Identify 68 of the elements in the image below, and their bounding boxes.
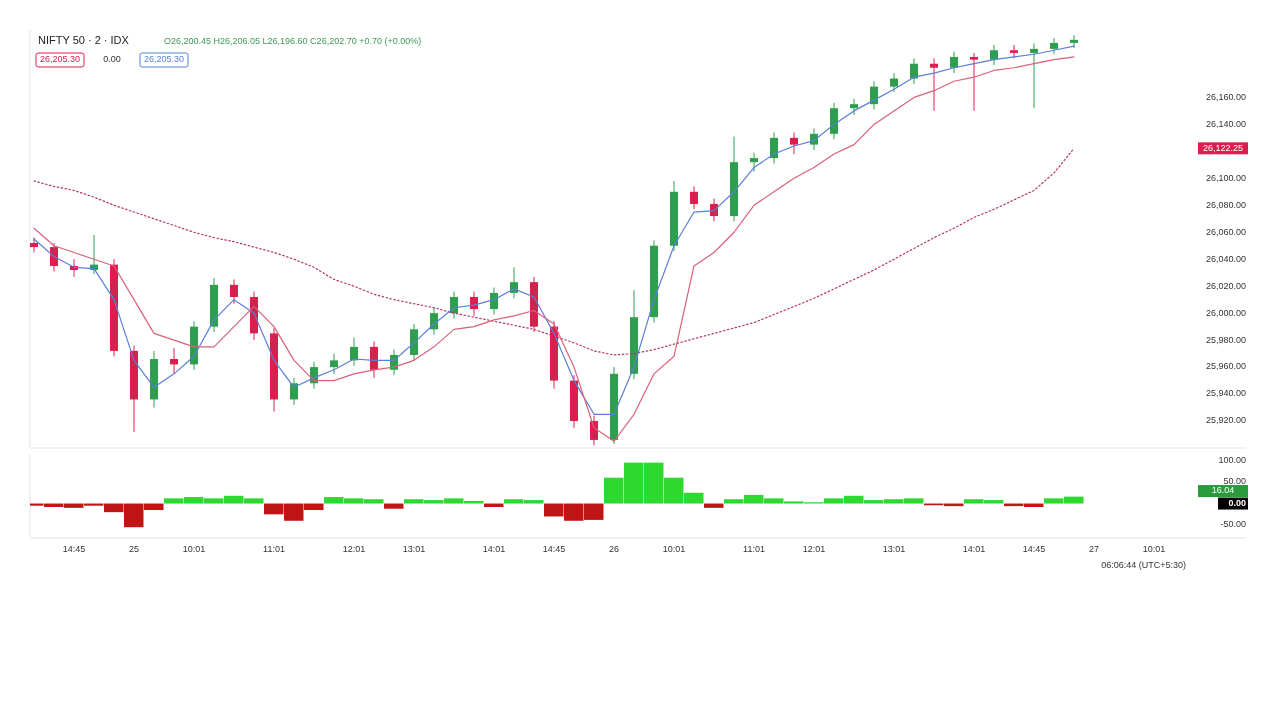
y-tick-label: 0.00 [1228,497,1246,508]
x-tick-label: 26 [608,544,620,554]
text: 06:06:44 (UTC+5:30) [1101,560,1186,570]
candlestick [170,347,178,375]
candlestick [1070,34,1078,49]
text: 26,122.25 [1202,142,1244,153]
x-tick-label: 14:45 [542,544,566,554]
candlestick [690,185,698,210]
x-tick-label: 14:45 [62,544,86,554]
x-tick-label: 25 [128,544,140,554]
x-tick-label: 11:01 [743,544,765,554]
y-tick-label: 26,020.00 [1205,280,1246,291]
candlestick [1010,44,1018,59]
x-tick-label: 13:01 [402,544,426,554]
candlestick [970,52,978,112]
y-tick-label: 25,960.00 [1205,361,1246,372]
x-tick-label: 10:01 [662,544,686,554]
x-tick-label: 12:01 [802,544,826,554]
x-tick-label: 12:01 [342,544,366,554]
candlestick [850,98,858,116]
y-tick-label: 26,000.00 [1205,307,1246,318]
y-tick-label: 26,100.00 [1205,172,1246,183]
chart-title: NIFTY 50 · 2 · IDX [38,34,130,46]
candlestick [30,237,38,253]
bar [484,503,504,507]
candlestick [910,57,918,85]
x-tick-label: 14:01 [482,544,506,554]
y-tick-label: 26,040.00 [1205,253,1246,264]
candlestick [750,152,758,173]
x-tick-label: 10:01 [1142,544,1166,554]
candlestick [50,242,58,272]
annotation: O26,200.45 H26,206.05 L26,196.60 C26,202.70 +0.70 (+0.00%) [164,36,422,46]
candlestick [490,287,498,316]
candlestick [790,131,798,155]
y-tick-label: 26,160.00 [1205,91,1246,102]
candlestick [770,131,778,164]
x-tick-label: 10:01 [182,544,206,554]
y-tick-label: 25,920.00 [1205,415,1246,426]
x-tick-label: 11:01 [263,544,285,554]
bar [384,503,404,509]
bar [704,503,724,508]
annotation: 26,205.30 [39,54,81,65]
y-tick-label: 26,080.00 [1205,199,1246,210]
candlestick [990,44,998,66]
candlestick [930,57,938,112]
candlestick [950,51,958,74]
x-tick-label: 14:01 [962,544,986,554]
annotation: 26,205.30 [143,54,185,65]
y-tick-label: 26,140.00 [1205,118,1246,129]
x-tick-label: 14:45 [1022,544,1046,554]
x-tick-label: 13:01 [882,544,906,554]
candlestick [330,353,338,375]
candlestick [1030,42,1038,109]
y-tick-label: 25,940.00 [1205,388,1246,399]
candlestick [370,340,378,379]
y-tick-label: 25,980.00 [1205,334,1246,345]
y-tick-label: -50.00 [1220,519,1246,530]
candlestick [890,72,898,93]
text: 16.04 [1211,485,1235,496]
candlestick [1050,37,1058,55]
candlestick [230,278,238,305]
y-tick-label: 100.00 [1218,454,1246,465]
y-tick-label: 26,060.00 [1205,226,1246,237]
y-tick-label: 50.00 [1223,476,1246,487]
annotation: 0.00 [103,54,121,65]
line-series [33,147,1075,356]
candlestick [590,415,598,446]
x-tick-label: 27 [1088,544,1100,554]
